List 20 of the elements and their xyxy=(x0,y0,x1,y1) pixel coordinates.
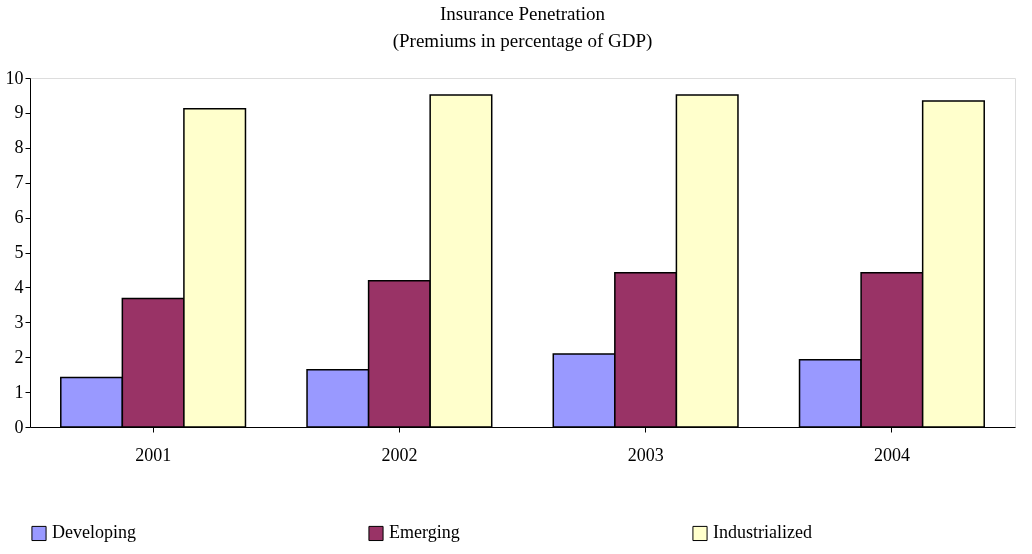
y-tick-label: 3 xyxy=(14,311,24,332)
x-tick-label: 2004 xyxy=(873,444,910,465)
y-tick-label: 7 xyxy=(14,172,24,193)
y-tick-label: 8 xyxy=(14,137,24,158)
legend-label: Developing xyxy=(52,522,136,543)
chart-subtitle: (Premiums in percentage of GDP) xyxy=(392,30,653,52)
y-tick-label: 4 xyxy=(14,276,24,297)
y-tick-label: 1 xyxy=(14,381,24,402)
legend-label: Industrialized xyxy=(713,522,812,543)
x-tick-label: 2002 xyxy=(381,444,418,465)
y-tick-label: 6 xyxy=(14,207,24,228)
y-tick-label: 2 xyxy=(14,346,24,367)
x-tick-label: 2001 xyxy=(135,444,172,465)
x-tick-label: 2003 xyxy=(627,444,664,465)
y-tick-label: 5 xyxy=(14,242,24,262)
y-tick-label: 9 xyxy=(14,102,24,123)
legend-label: Emerging xyxy=(389,522,460,543)
y-tick-label: 10 xyxy=(5,67,24,88)
y-tick-label: 0 xyxy=(14,416,24,437)
chart-title: Insurance Penetration xyxy=(439,3,606,24)
